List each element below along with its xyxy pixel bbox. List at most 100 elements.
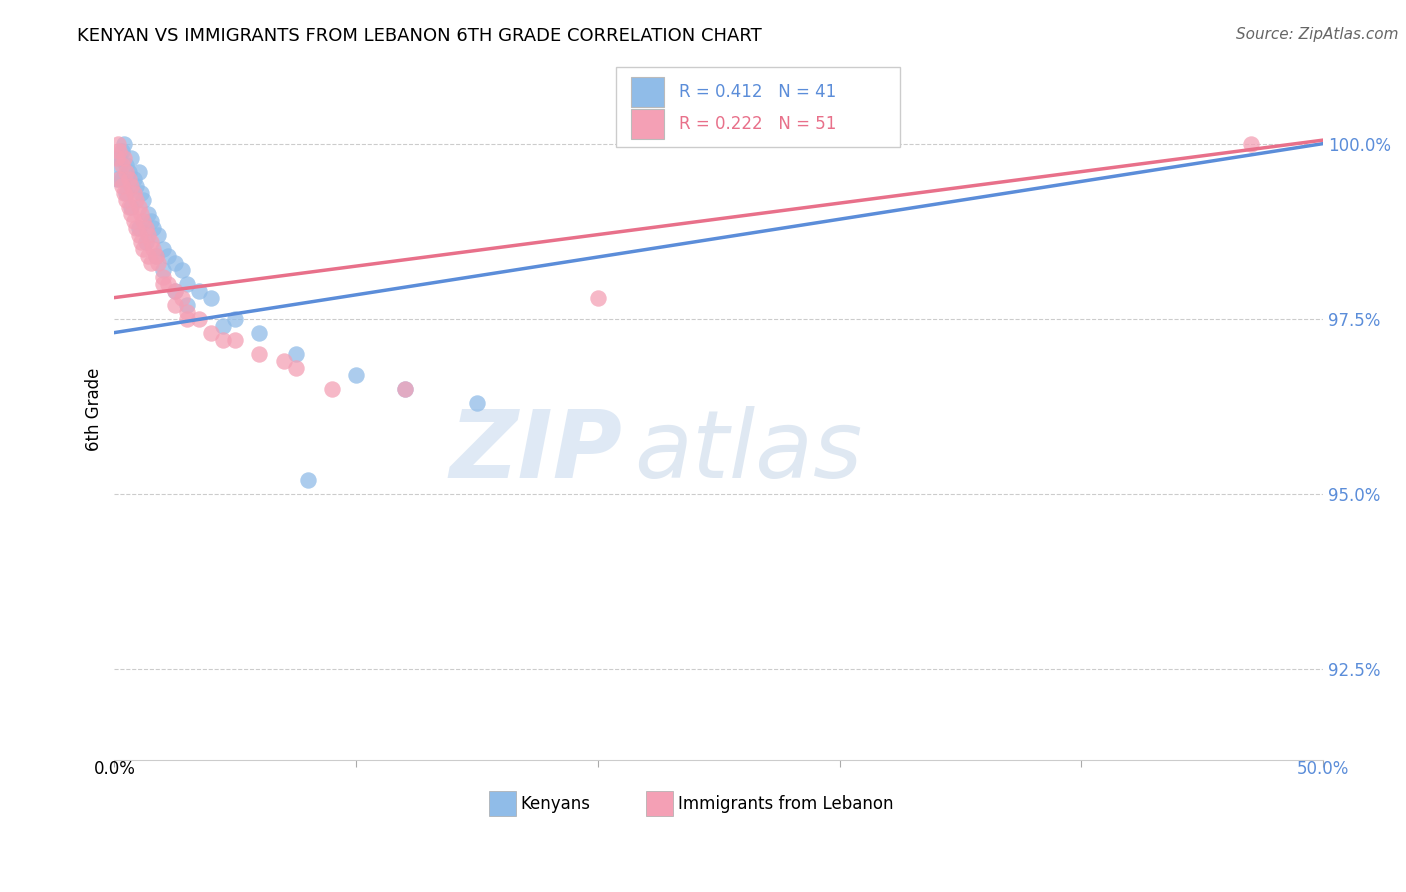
Point xyxy=(176,311,198,326)
Point xyxy=(122,213,145,227)
Point xyxy=(111,144,134,158)
Text: ZIP: ZIP xyxy=(449,406,621,498)
Text: R = 0.222   N = 51: R = 0.222 N = 51 xyxy=(679,115,837,133)
Point xyxy=(129,235,152,249)
Text: Kenyans: Kenyans xyxy=(520,795,591,813)
Point xyxy=(200,291,222,305)
Point xyxy=(146,255,169,269)
Point xyxy=(212,318,235,333)
Point xyxy=(120,200,142,214)
Point xyxy=(1239,136,1261,151)
Point xyxy=(132,242,155,256)
Point xyxy=(135,235,157,249)
Point xyxy=(344,368,367,382)
Point xyxy=(176,277,198,291)
Point xyxy=(152,277,174,291)
Point xyxy=(108,171,131,186)
Text: 50.0%: 50.0% xyxy=(1296,760,1350,778)
Point xyxy=(176,304,198,318)
Point xyxy=(125,178,148,193)
Point xyxy=(122,171,145,186)
Point xyxy=(156,277,179,291)
Bar xyxy=(489,791,516,815)
Point xyxy=(105,151,128,165)
Point xyxy=(112,151,135,165)
Point xyxy=(163,284,186,298)
Point xyxy=(118,200,141,214)
Point xyxy=(142,242,165,256)
Point xyxy=(115,193,138,207)
Point xyxy=(120,151,142,165)
Point xyxy=(152,269,174,284)
Point xyxy=(128,220,150,235)
Y-axis label: 6th Grade: 6th Grade xyxy=(86,368,103,451)
Bar xyxy=(647,791,673,815)
Point xyxy=(132,193,155,207)
Point xyxy=(108,158,131,172)
Point xyxy=(120,178,142,193)
Point xyxy=(394,382,416,396)
Point xyxy=(172,262,194,277)
Point xyxy=(122,186,145,200)
Point xyxy=(128,227,150,242)
Text: Source: ZipAtlas.com: Source: ZipAtlas.com xyxy=(1236,27,1399,42)
Text: 0.0%: 0.0% xyxy=(93,760,135,778)
Point xyxy=(118,164,141,178)
Point xyxy=(224,333,246,347)
Point xyxy=(128,164,150,178)
Point xyxy=(188,311,211,326)
Point xyxy=(145,249,167,263)
Point xyxy=(125,220,148,235)
Point xyxy=(156,249,179,263)
Point xyxy=(112,136,135,151)
Point xyxy=(108,144,131,158)
Point xyxy=(129,206,152,220)
Point xyxy=(212,333,235,347)
Point xyxy=(112,186,135,200)
Point xyxy=(284,346,307,360)
FancyBboxPatch shape xyxy=(616,67,900,147)
Point xyxy=(136,227,159,242)
Point xyxy=(163,255,186,269)
Point xyxy=(115,164,138,178)
Text: Immigrants from Lebanon: Immigrants from Lebanon xyxy=(678,795,893,813)
Text: R = 0.412   N = 41: R = 0.412 N = 41 xyxy=(679,83,837,101)
Point xyxy=(152,242,174,256)
Point xyxy=(394,382,416,396)
Text: atlas: atlas xyxy=(634,406,862,497)
Point xyxy=(111,171,134,186)
Point xyxy=(146,227,169,242)
Text: KENYAN VS IMMIGRANTS FROM LEBANON 6TH GRADE CORRELATION CHART: KENYAN VS IMMIGRANTS FROM LEBANON 6TH GR… xyxy=(77,27,762,45)
Point xyxy=(321,382,343,396)
Point xyxy=(115,186,138,200)
Point xyxy=(111,178,134,193)
Point xyxy=(273,353,295,368)
Point xyxy=(139,213,162,227)
Point xyxy=(139,255,162,269)
Point xyxy=(249,326,271,340)
Point xyxy=(188,284,211,298)
Point xyxy=(152,262,174,277)
Bar xyxy=(630,110,665,138)
Point xyxy=(115,158,138,172)
Point xyxy=(120,206,142,220)
Point xyxy=(200,326,222,340)
Point xyxy=(249,346,271,360)
Point xyxy=(132,213,155,227)
Point xyxy=(224,311,246,326)
Point xyxy=(118,171,141,186)
Point xyxy=(163,297,186,311)
Point xyxy=(284,360,307,375)
Point xyxy=(107,136,129,151)
Point xyxy=(108,151,131,165)
Point xyxy=(129,186,152,200)
Point xyxy=(125,193,148,207)
Point xyxy=(176,297,198,311)
Point xyxy=(136,249,159,263)
Point xyxy=(105,171,128,186)
Point xyxy=(128,200,150,214)
Point xyxy=(136,206,159,220)
Point xyxy=(586,291,609,305)
Point xyxy=(135,220,157,235)
Point xyxy=(139,235,162,249)
